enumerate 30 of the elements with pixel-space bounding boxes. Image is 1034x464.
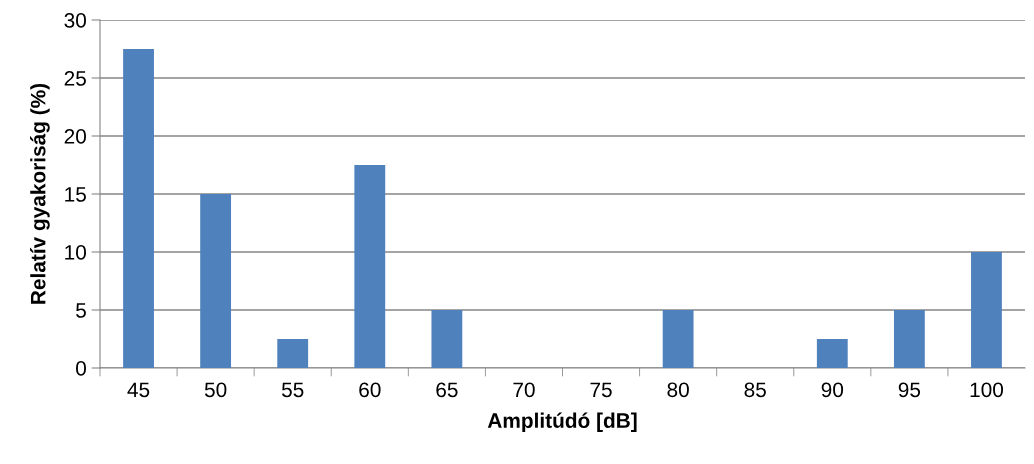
x-tick-label: 100 bbox=[970, 382, 1004, 398]
y-tick-label: 0 bbox=[76, 361, 86, 376]
bar bbox=[893, 310, 925, 368]
y-tick-label: 15 bbox=[65, 187, 86, 202]
x-tick-label: 85 bbox=[744, 382, 766, 398]
x-tick-label: 90 bbox=[821, 382, 844, 398]
bar bbox=[816, 339, 848, 368]
x-tick-label: 75 bbox=[590, 382, 612, 398]
x-tick-label: 80 bbox=[667, 382, 689, 398]
y-tick-label: 5 bbox=[76, 303, 86, 318]
bar bbox=[200, 194, 232, 368]
y-tick-label: 20 bbox=[64, 129, 86, 144]
x-tick-label: 95 bbox=[898, 382, 921, 398]
y-tick-label: 30 bbox=[64, 13, 86, 28]
x-axis-title: Amplitúdó [dB] bbox=[487, 412, 637, 433]
x-tick-label: 50 bbox=[204, 382, 227, 398]
x-tick-label: 55 bbox=[281, 382, 304, 398]
x-tick-label: 45 bbox=[127, 382, 150, 398]
bar bbox=[662, 310, 694, 368]
y-tick-label: 10 bbox=[65, 245, 86, 260]
bar bbox=[277, 339, 309, 368]
y-tick-label: 25 bbox=[64, 71, 86, 86]
x-tick-label: 65 bbox=[436, 382, 458, 398]
bar bbox=[123, 49, 154, 368]
bar bbox=[431, 310, 463, 368]
x-tick-label: 60 bbox=[359, 382, 381, 398]
bar bbox=[971, 252, 1002, 368]
x-tick-label: 70 bbox=[513, 382, 535, 398]
y-axis-title: Relatív gyakoriság (%) bbox=[30, 83, 50, 304]
bar bbox=[354, 165, 386, 368]
